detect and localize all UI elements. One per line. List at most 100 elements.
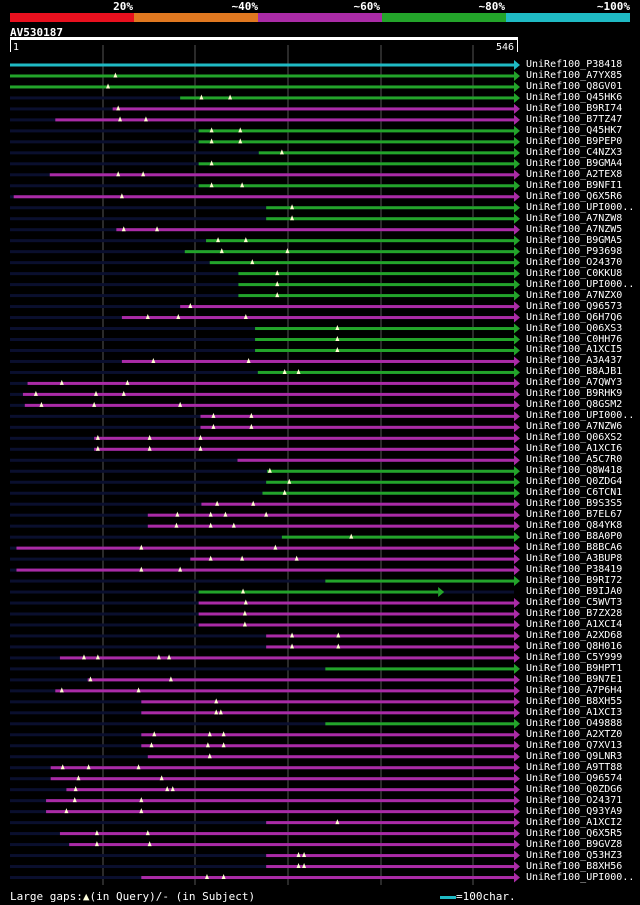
hit-label[interactable]: UniRef100_B7TZ47 bbox=[526, 113, 623, 125]
hit-bar[interactable] bbox=[55, 118, 515, 122]
hit-label[interactable]: UniRef100_B8A0P0 bbox=[526, 531, 623, 543]
hit-label[interactable]: UniRef100_C5Y999 bbox=[526, 651, 623, 663]
hit-label[interactable]: UniRef100_A7NZW6 bbox=[526, 421, 623, 433]
hit-label[interactable]: UniRef100_A7P6H4 bbox=[526, 684, 623, 696]
hit-label[interactable]: UniRef100_B9RHK9 bbox=[526, 388, 623, 400]
hit-bar[interactable] bbox=[198, 184, 515, 188]
hit-label[interactable]: UniRef100_B8BCA6 bbox=[526, 542, 623, 554]
hit-bar[interactable] bbox=[22, 392, 515, 396]
hit-label[interactable]: UniRef100_B9RI72 bbox=[526, 575, 623, 587]
hit-bar[interactable] bbox=[121, 359, 514, 363]
hit-label[interactable]: UniRef100_C5WVT3 bbox=[526, 597, 623, 609]
hit-label[interactable]: UniRef100_A7QWY3 bbox=[526, 377, 623, 389]
hit-label[interactable]: UniRef100_C0KKU8 bbox=[526, 267, 623, 279]
hit-bar[interactable] bbox=[266, 854, 514, 858]
hit-bar[interactable] bbox=[267, 469, 514, 473]
hit-label[interactable]: UniRef100_Q6X5R6 bbox=[526, 190, 623, 202]
hit-label[interactable]: UniRef100_A1XCI6 bbox=[526, 443, 623, 455]
hit-label[interactable]: UniRef100_C4NZX3 bbox=[526, 146, 623, 158]
hit-bar[interactable] bbox=[198, 601, 515, 605]
hit-bar[interactable] bbox=[59, 656, 514, 660]
hit-bar[interactable] bbox=[24, 403, 515, 407]
hit-bar[interactable] bbox=[266, 217, 514, 221]
hit-bar[interactable] bbox=[257, 370, 514, 374]
hit-label[interactable]: UniRef100_A1XCI5 bbox=[526, 344, 623, 356]
hit-bar[interactable] bbox=[266, 821, 514, 825]
hit-bar[interactable] bbox=[147, 524, 514, 528]
hit-label[interactable]: UniRef100_Q96574 bbox=[526, 772, 623, 784]
hit-label[interactable]: UniRef100_O24371 bbox=[526, 794, 623, 806]
hit-bar[interactable] bbox=[16, 546, 515, 550]
hit-bar[interactable] bbox=[198, 129, 515, 133]
hit-label[interactable]: UniRef100_Q6X5R5 bbox=[526, 827, 623, 839]
hit-label[interactable]: UniRef100_Q9LNR3 bbox=[526, 750, 623, 762]
hit-bar[interactable] bbox=[200, 425, 514, 429]
hit-label[interactable]: UniRef100_A2XD68 bbox=[526, 629, 623, 641]
hit-bar[interactable] bbox=[238, 272, 515, 276]
hit-bar[interactable] bbox=[238, 294, 515, 298]
hit-bar[interactable] bbox=[50, 766, 514, 770]
hit-bar[interactable] bbox=[46, 810, 515, 814]
hit-bar[interactable] bbox=[266, 480, 514, 484]
hit-label[interactable]: UniRef100_B9GMA4 bbox=[526, 157, 623, 169]
hit-label[interactable]: UniRef100_A1XCI2 bbox=[526, 816, 623, 828]
hit-bar[interactable] bbox=[10, 63, 514, 67]
hit-bar[interactable] bbox=[180, 305, 515, 309]
hit-label[interactable]: UniRef100_UPI000.. bbox=[526, 201, 635, 213]
hit-label[interactable]: UniRef100_B8AJB1 bbox=[526, 366, 623, 378]
hit-label[interactable]: UniRef100_O49888 bbox=[526, 717, 623, 729]
hit-bar[interactable] bbox=[198, 140, 515, 144]
hit-bar[interactable] bbox=[190, 557, 515, 561]
hit-bar[interactable] bbox=[325, 722, 514, 726]
hit-label[interactable]: UniRef100_P38419 bbox=[526, 564, 623, 576]
hit-label[interactable]: UniRef100_Q8H016 bbox=[526, 640, 623, 652]
hit-bar[interactable] bbox=[121, 316, 514, 320]
hit-bar[interactable] bbox=[266, 865, 514, 869]
hit-bar[interactable] bbox=[325, 667, 514, 671]
hit-bar[interactable] bbox=[13, 195, 514, 199]
hit-bar[interactable] bbox=[209, 261, 514, 265]
hit-label[interactable]: UniRef100_B9PEP0 bbox=[526, 135, 623, 147]
hit-bar[interactable] bbox=[49, 173, 514, 177]
hit-label[interactable]: UniRef100_Q7XV13 bbox=[526, 739, 623, 751]
hit-bar[interactable] bbox=[198, 612, 515, 616]
hit-label[interactable]: UniRef100_Q8W418 bbox=[526, 465, 623, 477]
hit-label[interactable]: UniRef100_B9N7E1 bbox=[526, 673, 623, 685]
hit-label[interactable]: UniRef100_C6TCN1 bbox=[526, 487, 623, 499]
hit-bar[interactable] bbox=[147, 755, 514, 759]
hit-bar[interactable] bbox=[116, 228, 514, 232]
hit-label[interactable]: UniRef100_B9S3S5 bbox=[526, 498, 623, 510]
hit-label[interactable]: UniRef100_P38418 bbox=[526, 59, 623, 70]
hit-bar[interactable] bbox=[94, 447, 515, 451]
hit-label[interactable]: UniRef100_B9RI74 bbox=[526, 102, 623, 114]
hit-label[interactable]: UniRef100_UPI000.. bbox=[526, 278, 635, 290]
hit-bar[interactable] bbox=[66, 788, 514, 792]
hit-bar[interactable] bbox=[147, 513, 514, 517]
hit-bar[interactable] bbox=[55, 689, 515, 693]
hit-label[interactable]: UniRef100_Q06XS2 bbox=[526, 432, 623, 444]
hit-bar[interactable] bbox=[198, 162, 515, 166]
hit-label[interactable]: UniRef100_B9IJA0 bbox=[526, 586, 623, 598]
hit-bar[interactable] bbox=[325, 579, 514, 583]
hit-label[interactable]: UniRef100_C0HH76 bbox=[526, 333, 623, 345]
hit-bar[interactable] bbox=[27, 381, 514, 385]
hit-label[interactable]: UniRef100_Q6H7Q6 bbox=[526, 311, 623, 323]
hit-label[interactable]: UniRef100_B8XH55 bbox=[526, 695, 623, 707]
hit-bar[interactable] bbox=[255, 348, 515, 352]
hit-bar[interactable] bbox=[238, 283, 515, 287]
hit-label[interactable]: UniRef100_B9GVZ8 bbox=[526, 838, 623, 850]
hit-bar[interactable] bbox=[141, 700, 514, 704]
hit-bar[interactable] bbox=[206, 239, 514, 243]
hit-bar[interactable] bbox=[10, 85, 514, 89]
hit-label[interactable]: UniRef100_A7NZW8 bbox=[526, 212, 623, 224]
hit-label[interactable]: UniRef100_A3A437 bbox=[526, 355, 623, 367]
hit-bar[interactable] bbox=[237, 458, 514, 462]
hit-bar[interactable] bbox=[141, 744, 514, 748]
hit-bar[interactable] bbox=[255, 338, 515, 341]
hit-bar[interactable] bbox=[262, 491, 514, 495]
hit-label[interactable]: UniRef100_Q53HZ3 bbox=[526, 849, 623, 861]
hit-label[interactable]: UniRef100_B9HPT1 bbox=[526, 662, 623, 674]
hit-bar[interactable] bbox=[180, 96, 515, 100]
hit-bar[interactable] bbox=[198, 623, 515, 627]
hit-label[interactable]: UniRef100_B7ZX28 bbox=[526, 608, 623, 619]
